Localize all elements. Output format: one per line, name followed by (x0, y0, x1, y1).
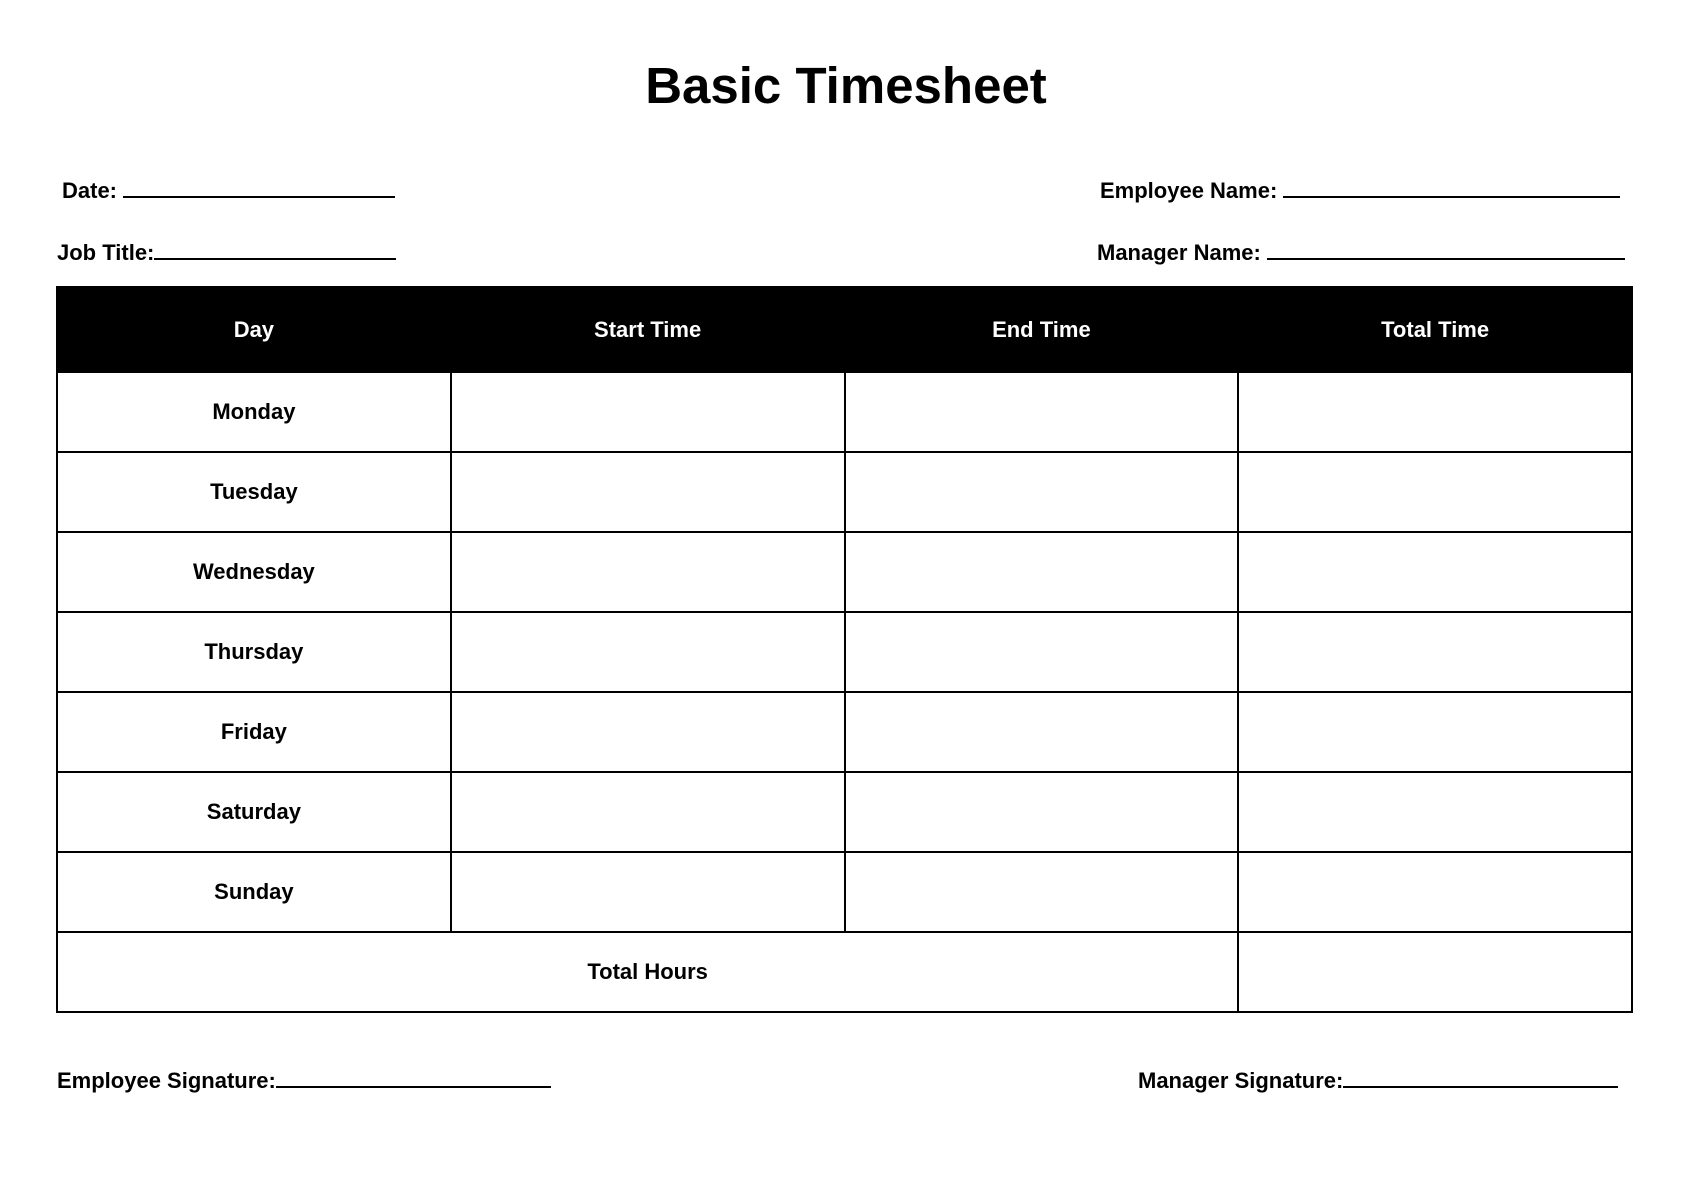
manager-signature-field[interactable]: Manager Signature: (1138, 1066, 1619, 1094)
table-row: Tuesday (56, 451, 1633, 533)
table-row: Wednesday (56, 531, 1633, 613)
total-time-cell[interactable] (1237, 451, 1633, 533)
total-hours-label: Total Hours (55, 931, 1240, 1013)
start-time-cell[interactable] (449, 611, 846, 693)
header-total-time: Total Time (1237, 286, 1633, 373)
timesheet-table: Day Start Time End Time Total Time Monda… (55, 286, 1633, 1013)
day-cell: Monday (56, 371, 452, 453)
total-time-cell[interactable] (1237, 611, 1633, 693)
employee-name-label: Employee Name: (1100, 178, 1278, 203)
total-time-cell[interactable] (1237, 371, 1633, 453)
total-time-cell[interactable] (1237, 691, 1633, 773)
job-title-line[interactable] (154, 238, 397, 260)
job-title-field[interactable]: Job Title: (57, 238, 397, 266)
end-time-cell[interactable] (843, 611, 1240, 693)
job-title-label: Job Title: (57, 240, 155, 265)
table-row: Saturday (56, 771, 1633, 853)
end-time-cell[interactable] (843, 451, 1240, 533)
manager-name-line[interactable] (1266, 238, 1625, 260)
start-time-cell[interactable] (449, 851, 846, 933)
start-time-cell[interactable] (449, 771, 846, 853)
day-cell: Friday (56, 691, 452, 773)
end-time-cell[interactable] (843, 531, 1240, 613)
total-hours-cell[interactable] (1237, 931, 1633, 1013)
start-time-cell[interactable] (449, 371, 846, 453)
day-cell: Saturday (56, 771, 452, 853)
total-time-cell[interactable] (1237, 851, 1633, 933)
total-hours-row: Total Hours (55, 931, 1633, 1013)
header-day: Day (56, 286, 452, 373)
date-field[interactable]: Date: (62, 176, 396, 204)
start-time-cell[interactable] (449, 451, 846, 533)
employee-name-field[interactable]: Employee Name: (1100, 176, 1621, 204)
table-row: Monday (56, 371, 1633, 453)
employee-signature-field[interactable]: Employee Signature: (57, 1066, 551, 1094)
end-time-cell[interactable] (843, 371, 1240, 453)
employee-signature-line[interactable] (275, 1066, 551, 1088)
page-title: Basic Timesheet (645, 57, 1047, 114)
day-cell: Wednesday (56, 531, 452, 613)
end-time-cell[interactable] (843, 851, 1240, 933)
total-time-cell[interactable] (1237, 531, 1633, 613)
day-cell: Tuesday (56, 451, 452, 533)
total-time-cell[interactable] (1237, 771, 1633, 853)
day-cell: Sunday (56, 851, 452, 933)
manager-signature-label: Manager Signature: (1138, 1068, 1344, 1093)
end-time-cell[interactable] (843, 771, 1240, 853)
day-cell: Thursday (56, 611, 452, 693)
header-end-time: End Time (843, 286, 1240, 373)
start-time-cell[interactable] (449, 691, 846, 773)
table-row: Sunday (56, 851, 1633, 933)
employee-name-line[interactable] (1283, 176, 1621, 198)
end-time-cell[interactable] (843, 691, 1240, 773)
header-start-time: Start Time (449, 286, 846, 373)
date-line[interactable] (123, 176, 396, 198)
manager-name-field[interactable]: Manager Name: (1097, 238, 1625, 266)
date-label: Date: (62, 178, 118, 203)
employee-signature-label: Employee Signature: (57, 1068, 276, 1093)
table-row: Friday (56, 691, 1633, 773)
start-time-cell[interactable] (449, 531, 846, 613)
manager-name-label: Manager Name: (1097, 240, 1261, 265)
manager-signature-line[interactable] (1343, 1066, 1619, 1088)
table-header-row: Day Start Time End Time Total Time (56, 286, 1633, 373)
table-row: Thursday (56, 611, 1633, 693)
